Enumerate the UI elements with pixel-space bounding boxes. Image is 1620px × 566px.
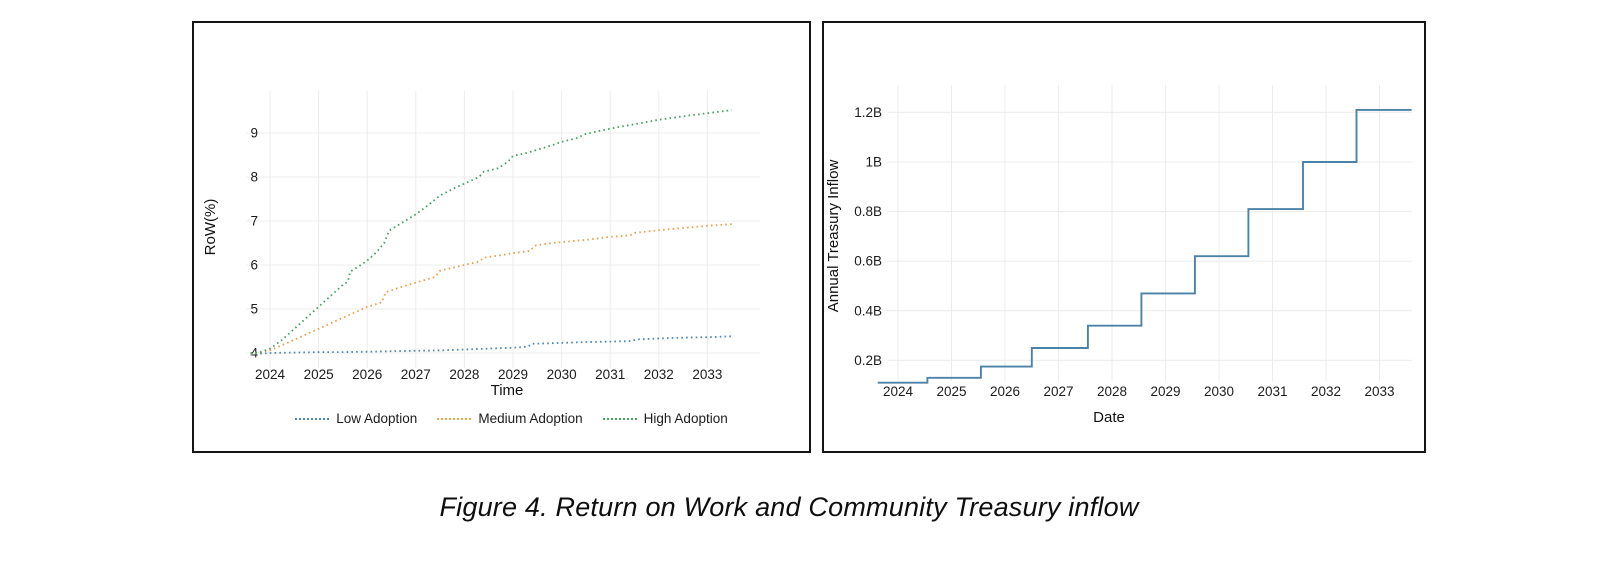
x-tick-label: 2026	[352, 367, 382, 382]
y-tick-label: 5	[250, 302, 258, 317]
x-tick-label: 2024	[883, 384, 914, 399]
y-axis-title: RoW(%)	[202, 199, 219, 256]
series-line-medium-adoption	[250, 223, 732, 355]
y-tick-label: 1B	[865, 155, 882, 170]
x-tick-label: 2025	[936, 384, 966, 399]
y-tick-label: 1.2B	[854, 105, 882, 120]
x-tick-label: 2029	[498, 367, 528, 382]
row-chart: 4 5 6 7 8 9 2024 2025 2026 2027 2028 2029 2030 2031 20…	[202, 91, 760, 399]
x-tick-label: 2027	[1043, 384, 1073, 399]
y-tick-label: 0.6B	[854, 254, 882, 269]
x-tick-label: 2029	[1150, 384, 1180, 399]
series-line-low-adoption	[250, 335, 732, 356]
legend-label: Medium Adoption	[478, 411, 583, 426]
x-tick-label: 2032	[1311, 384, 1341, 399]
x-tick-label: 2028	[1097, 384, 1127, 399]
x-axis-title: Date	[1093, 409, 1125, 426]
row-chart-grid	[246, 91, 760, 368]
legend-item: Low Adoption	[295, 411, 417, 426]
treasury-step-line	[877, 108, 1412, 384]
y-axis-title: Annual Treasury Inflow	[825, 160, 842, 313]
x-tick-label: 2025	[304, 367, 334, 382]
x-tick-label: 2032	[644, 367, 674, 382]
x-tick-label: 2024	[255, 367, 286, 382]
x-tick-label: 2031	[1257, 384, 1287, 399]
y-tick-label: 0.2B	[854, 353, 882, 368]
treasury-chart: 0.2B 0.4B 0.6B 0.8B 1B 1.2B 2024 2025 2026 2027 20…	[825, 85, 1412, 426]
y-tick-label: 9	[250, 126, 258, 141]
legend-marker-icon	[295, 417, 330, 420]
legend-label: Low Adoption	[336, 411, 418, 426]
x-tick-label: 2027	[401, 367, 431, 382]
treasury-chart-grid	[887, 85, 1412, 381]
x-tick-label: 2033	[1364, 384, 1394, 399]
x-tick-label: 2030	[1204, 384, 1234, 399]
y-tick-label: 0.4B	[854, 303, 882, 318]
row-chart-legend: Low Adoption Medium Adoption High Adoption	[224, 411, 799, 426]
legend-item: High Adoption	[602, 411, 728, 426]
legend-marker-icon	[602, 417, 637, 420]
y-tick-label: 6	[250, 258, 258, 273]
legend-label: High Adoption	[643, 411, 728, 426]
y-tick-label: 4	[250, 346, 258, 361]
x-tick-label: 2030	[547, 367, 577, 382]
row-chart-panel: 4 5 6 7 8 9 2024 2025 2026 2027 2028 2029 2030 2031 20…	[192, 21, 811, 453]
treasury-chart-panel: 0.2B 0.4B 0.6B 0.8B 1B 1.2B 2024 2025 2026 2027 20…	[822, 21, 1426, 453]
y-tick-label: 7	[250, 214, 258, 229]
y-tick-label: 0.8B	[854, 204, 882, 219]
figure-caption: Figure 4. Return on Work and Community T…	[439, 492, 1139, 522]
x-tick-label: 2033	[692, 367, 722, 382]
x-tick-label: 2028	[449, 367, 479, 382]
series-line-high-adoption	[250, 109, 732, 354]
x-tick-label: 2031	[595, 367, 625, 382]
x-axis-title: Time	[491, 382, 524, 399]
legend-marker-icon	[437, 417, 472, 420]
x-tick-label: 2026	[990, 384, 1020, 399]
legend-item: Medium Adoption	[437, 411, 583, 426]
y-tick-label: 8	[250, 170, 258, 185]
